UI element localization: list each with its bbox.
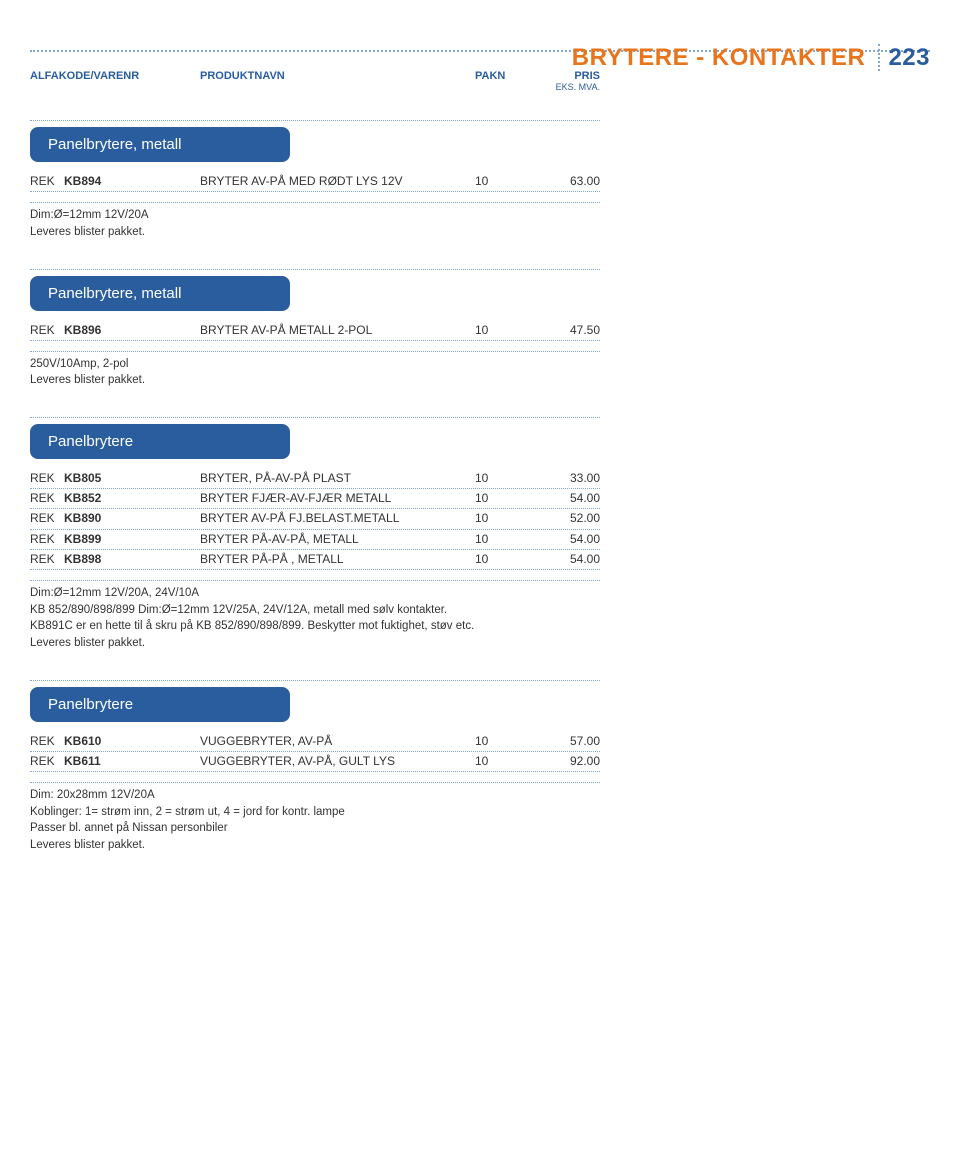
cell-code: REKKB610 xyxy=(30,732,200,751)
product-row: REKKB611VUGGEBRYTER, AV-PÅ, GULT LYS1092… xyxy=(30,752,600,772)
section-description: 250V/10Amp, 2-polLeveres blister pakket. xyxy=(30,356,600,389)
cell-name: VUGGEBRYTER, AV-PÅ xyxy=(200,732,475,751)
section-bottom-dotted xyxy=(30,202,600,203)
product-row: REKKB899BRYTER PÅ-AV-PÅ, METALL1054.00 xyxy=(30,530,600,550)
cell-code: REKKB896 xyxy=(30,321,200,340)
section-inner: Panelbrytere, metallREKKB894BRYTER AV-PÅ… xyxy=(30,120,600,241)
section-top-dotted xyxy=(30,680,600,681)
page-header: BRYTERE - KONTAKTER 223 xyxy=(30,50,930,52)
cell-name: BRYTER PÅ-AV-PÅ, METALL xyxy=(200,530,475,549)
code-prefix: REK xyxy=(30,489,64,508)
code-prefix: REK xyxy=(30,732,64,751)
section-bottom-dotted xyxy=(30,782,600,783)
cell-price: 57.00 xyxy=(530,732,600,751)
product-row: REKKB894BRYTER AV-PÅ MED RØDT LYS 12V106… xyxy=(30,172,600,192)
cell-name: BRYTER AV-PÅ MED RØDT LYS 12V xyxy=(200,172,475,191)
col-pack: PAKN xyxy=(475,70,530,92)
cell-name: BRYTER FJÆR-AV-FJÆR METALL xyxy=(200,489,475,508)
cell-price: 54.00 xyxy=(530,489,600,508)
cell-name: BRYTER AV-PÅ FJ.BELAST.METALL xyxy=(200,509,475,528)
cell-pack: 10 xyxy=(475,752,530,771)
product-row: REKKB610VUGGEBRYTER, AV-PÅ1057.00 xyxy=(30,732,600,752)
product-section: PanelbrytereREKKB610VUGGEBRYTER, AV-PÅ10… xyxy=(30,680,930,854)
cell-name: BRYTER AV-PÅ METALL 2-POL xyxy=(200,321,475,340)
cell-code: REKKB899 xyxy=(30,530,200,549)
product-row: REKKB896BRYTER AV-PÅ METALL 2-POL1047.50 xyxy=(30,321,600,341)
section-inner: PanelbrytereREKKB610VUGGEBRYTER, AV-PÅ10… xyxy=(30,680,600,854)
cell-pack: 10 xyxy=(475,321,530,340)
cell-pack: 10 xyxy=(475,509,530,528)
product-row: REKKB805BRYTER, PÅ-AV-PÅ PLAST1033.00 xyxy=(30,469,600,489)
product-section: Panelbrytere, metallREKKB896BRYTER AV-PÅ… xyxy=(30,269,930,390)
section-title-pill: Panelbrytere xyxy=(30,424,290,459)
section-description: Dim: 20x28mm 12V/20AKoblinger: 1= strøm … xyxy=(30,787,600,854)
cell-price: 63.00 xyxy=(530,172,600,191)
page-title: BRYTERE - KONTAKTER 223 xyxy=(572,44,930,72)
code-prefix: REK xyxy=(30,469,64,488)
section-title-pill: Panelbrytere xyxy=(30,687,290,722)
title-orange: BRYTERE - KONTAKTER xyxy=(572,44,866,71)
code-sku: KB899 xyxy=(64,532,101,546)
cell-code: REKKB611 xyxy=(30,752,200,771)
cell-code: REKKB894 xyxy=(30,172,200,191)
cell-pack: 10 xyxy=(475,732,530,751)
code-sku: KB611 xyxy=(64,754,101,768)
cell-name: BRYTER, PÅ-AV-PÅ PLAST xyxy=(200,469,475,488)
cell-code: REKKB852 xyxy=(30,489,200,508)
cell-price: 33.00 xyxy=(530,469,600,488)
col-code: ALFAKODE/VARENR xyxy=(30,70,200,92)
product-row: REKKB898BRYTER PÅ-PÅ , METALL1054.00 xyxy=(30,550,600,570)
section-title-pill: Panelbrytere, metall xyxy=(30,127,290,162)
section-inner: PanelbrytereREKKB805BRYTER, PÅ-AV-PÅ PLA… xyxy=(30,417,600,652)
section-top-dotted xyxy=(30,120,600,121)
cell-code: REKKB898 xyxy=(30,550,200,569)
code-sku: KB896 xyxy=(64,323,101,337)
table-header: ALFAKODE/VARENR PRODUKTNAVN PAKN PRIS EK… xyxy=(30,70,930,92)
cell-price: 52.00 xyxy=(530,509,600,528)
cell-pack: 10 xyxy=(475,469,530,488)
cell-price: 92.00 xyxy=(530,752,600,771)
code-sku: KB610 xyxy=(64,734,101,748)
title-blue: 223 xyxy=(878,44,930,71)
col-price-sub: EKS. MVA. xyxy=(530,82,600,92)
code-prefix: REK xyxy=(30,321,64,340)
cell-pack: 10 xyxy=(475,489,530,508)
section-inner: Panelbrytere, metallREKKB896BRYTER AV-PÅ… xyxy=(30,269,600,390)
code-prefix: REK xyxy=(30,509,64,528)
cell-code: REKKB890 xyxy=(30,509,200,528)
code-prefix: REK xyxy=(30,530,64,549)
code-sku: KB894 xyxy=(64,174,101,188)
code-prefix: REK xyxy=(30,172,64,191)
section-title-pill: Panelbrytere, metall xyxy=(30,276,290,311)
product-row: REKKB890BRYTER AV-PÅ FJ.BELAST.METALL105… xyxy=(30,509,600,529)
code-sku: KB852 xyxy=(64,491,101,505)
product-section: Panelbrytere, metallREKKB894BRYTER AV-PÅ… xyxy=(30,120,930,241)
cell-pack: 10 xyxy=(475,172,530,191)
code-sku: KB890 xyxy=(64,511,101,525)
product-row: REKKB852BRYTER FJÆR-AV-FJÆR METALL1054.0… xyxy=(30,489,600,509)
cell-name: VUGGEBRYTER, AV-PÅ, GULT LYS xyxy=(200,752,475,771)
section-description: Dim:Ø=12mm 12V/20A, 24V/10AKB 852/890/89… xyxy=(30,585,600,652)
code-prefix: REK xyxy=(30,752,64,771)
col-price: PRIS EKS. MVA. xyxy=(530,70,600,92)
cell-name: BRYTER PÅ-PÅ , METALL xyxy=(200,550,475,569)
section-bottom-dotted xyxy=(30,580,600,581)
col-name: PRODUKTNAVN xyxy=(200,70,475,92)
section-description: Dim:Ø=12mm 12V/20ALeveres blister pakket… xyxy=(30,207,600,240)
cell-price: 54.00 xyxy=(530,550,600,569)
section-top-dotted xyxy=(30,269,600,270)
code-prefix: REK xyxy=(30,550,64,569)
section-top-dotted xyxy=(30,417,600,418)
code-sku: KB898 xyxy=(64,552,101,566)
cell-pack: 10 xyxy=(475,530,530,549)
product-section: PanelbrytereREKKB805BRYTER, PÅ-AV-PÅ PLA… xyxy=(30,417,930,652)
cell-price: 47.50 xyxy=(530,321,600,340)
section-bottom-dotted xyxy=(30,351,600,352)
cell-pack: 10 xyxy=(475,550,530,569)
cell-code: REKKB805 xyxy=(30,469,200,488)
code-sku: KB805 xyxy=(64,471,101,485)
cell-price: 54.00 xyxy=(530,530,600,549)
